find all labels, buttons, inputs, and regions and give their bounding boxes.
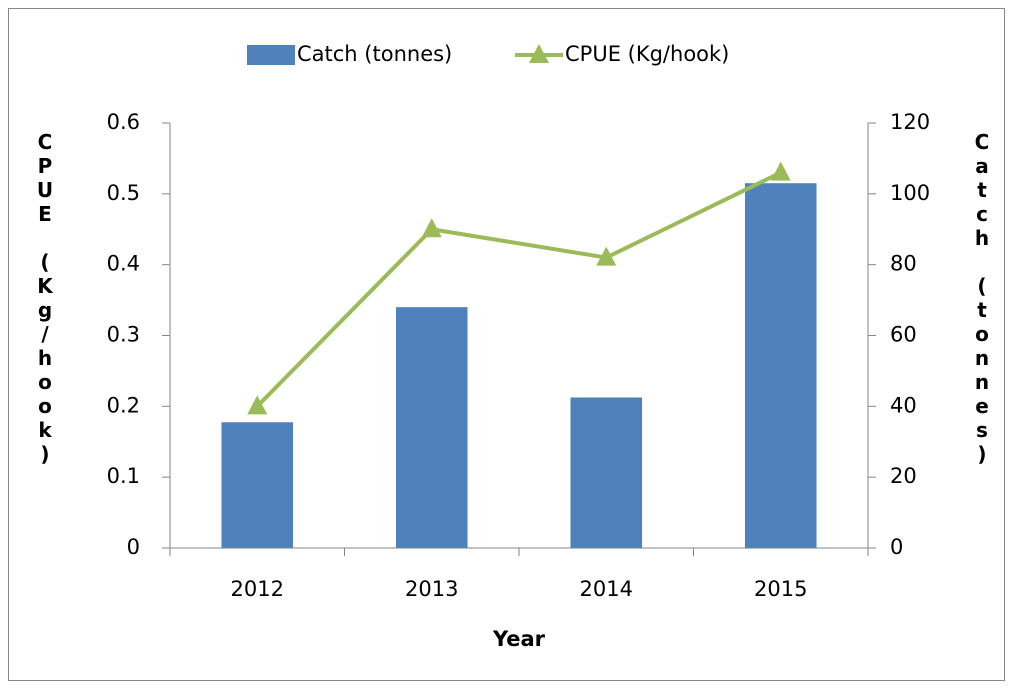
- bar: [570, 397, 643, 548]
- legend-swatch: [247, 45, 295, 65]
- x-tick-label: 2013: [405, 577, 458, 601]
- y2-axis-title: Catch (tonnes): [970, 130, 994, 466]
- x-tick-label: 2015: [754, 577, 807, 601]
- y-tick-label: 0.3: [107, 323, 140, 347]
- line: [255, 170, 782, 408]
- y2-tick-label: 20: [890, 464, 917, 488]
- line-marker: [770, 161, 791, 181]
- line-marker: [421, 218, 442, 238]
- bar: [744, 183, 817, 549]
- y-tick-label: 0.1: [107, 464, 140, 488]
- y-tick-label: 0.4: [107, 252, 140, 276]
- y-tick-label: 0.5: [107, 181, 140, 205]
- x-tick-label: 2014: [580, 577, 633, 601]
- x-tick-label: 2012: [231, 577, 284, 601]
- y-tick-label: 0.6: [107, 110, 140, 134]
- legend-label: Catch (tonnes): [297, 42, 452, 66]
- y-tick-label: 0: [127, 535, 140, 559]
- y2-tick-label: 0: [890, 535, 903, 559]
- bar: [395, 307, 468, 548]
- y2-tick-label: 60: [890, 323, 917, 347]
- y-tick-label: 0.2: [107, 393, 140, 417]
- y2-tick-label: 40: [890, 393, 917, 417]
- y2-tick-label: 80: [890, 252, 917, 276]
- y-axis-title: CPUE (Kg/hook): [33, 130, 57, 466]
- line-marker: [596, 246, 617, 266]
- line-marker: [247, 395, 268, 415]
- y2-tick-label: 100: [890, 181, 930, 205]
- x-axis-title: Year: [492, 627, 546, 651]
- legend-swatch: [529, 44, 549, 63]
- legend-label: CPUE (Kg/hook): [565, 42, 729, 66]
- chart-border: [8, 8, 1005, 681]
- bar: [221, 422, 294, 548]
- y2-tick-label: 120: [890, 110, 930, 134]
